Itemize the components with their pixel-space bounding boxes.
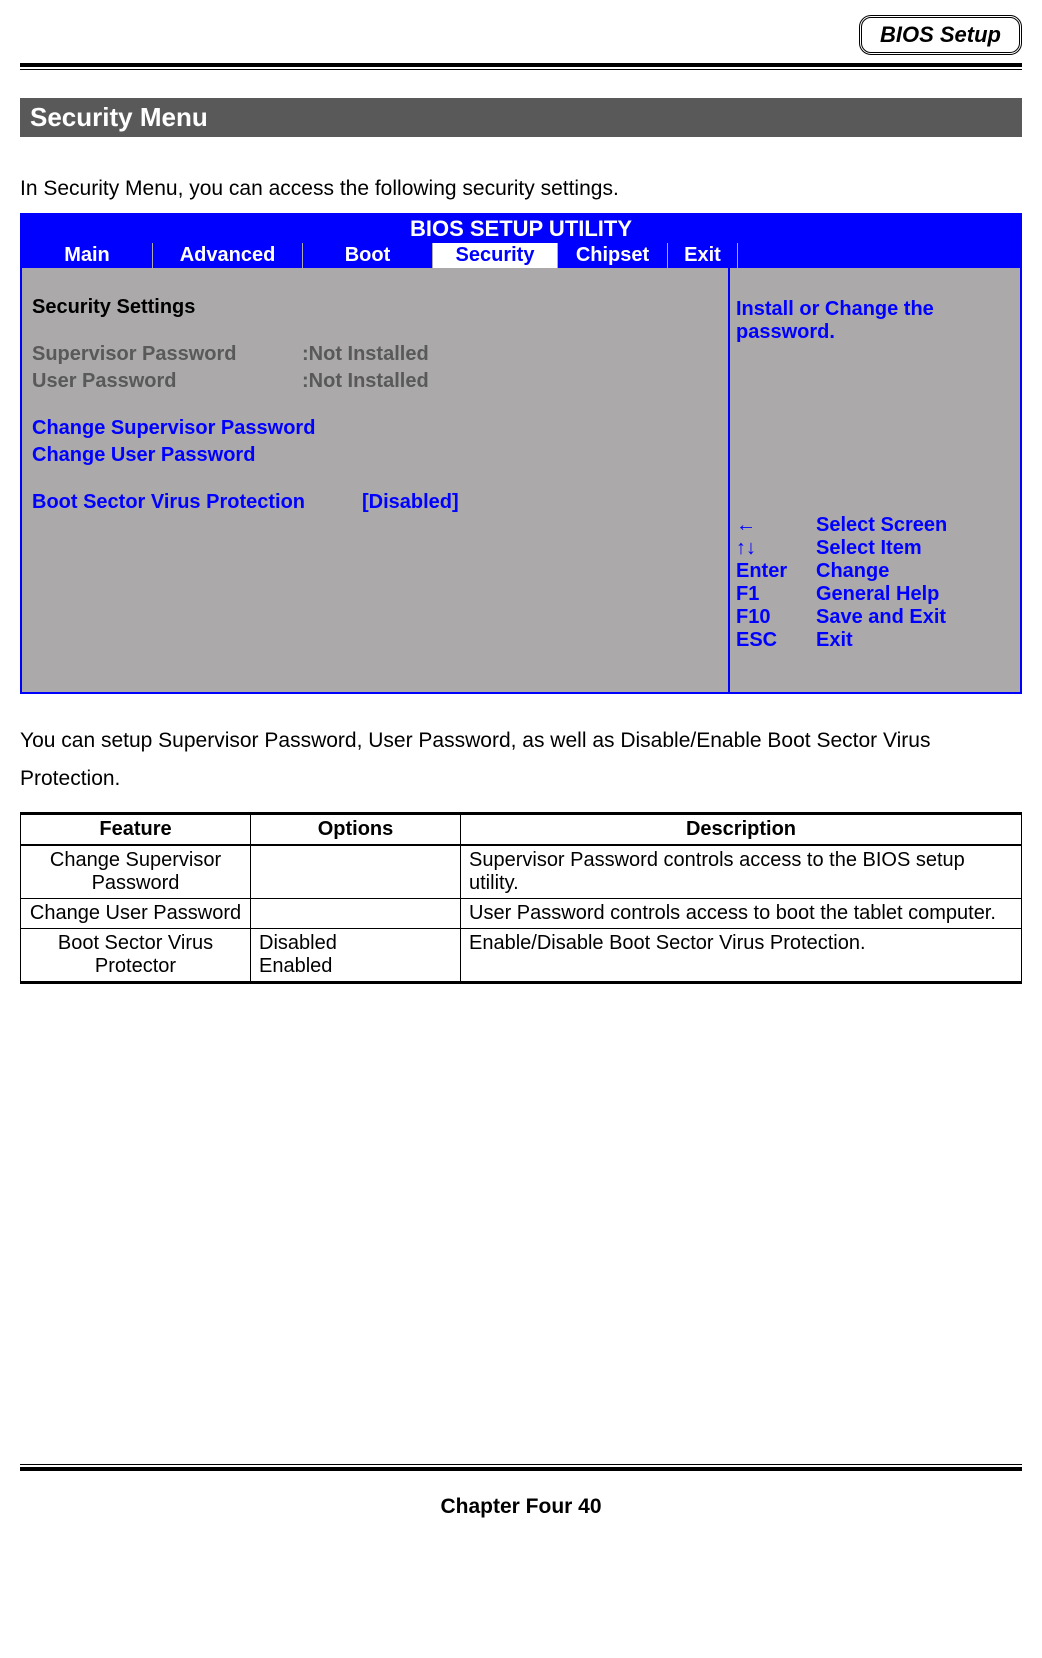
- key-hint-label: Change: [816, 560, 1014, 583]
- options-cell: [251, 898, 461, 928]
- boot-sector-label: Boot Sector Virus Protection: [32, 489, 362, 516]
- key-hint-key: ↑↓: [736, 537, 816, 560]
- bios-left-panel: Security Settings Supervisor Password :N…: [22, 268, 730, 692]
- tab-advanced[interactable]: Advanced: [152, 243, 302, 268]
- top-rule: [20, 63, 1022, 70]
- tab-main[interactable]: Main: [22, 243, 152, 268]
- tab-filler: [737, 243, 1020, 268]
- change-supervisor-password[interactable]: Change Supervisor Password: [32, 415, 718, 442]
- key-hint-key: ←: [736, 514, 816, 537]
- key-hint-label: General Help: [816, 583, 1014, 606]
- bios-title: BIOS SETUP UTILITY: [22, 215, 1020, 243]
- page-footer: Chapter Four 40: [20, 1495, 1022, 1519]
- tab-chipset[interactable]: Chipset: [557, 243, 667, 268]
- table-row: Change Supervisor Password Supervisor Pas…: [21, 845, 1022, 899]
- feature-cell: Change User Password: [21, 898, 251, 928]
- feature-cell: Change Supervisor Password: [21, 845, 251, 899]
- key-hint-label: Save and Exit: [816, 606, 1014, 629]
- key-hint-key: F1: [736, 583, 816, 606]
- key-help-grid: ←Select Screen↑↓Select ItemEnterChangeF1…: [736, 514, 1014, 652]
- boot-sector-value: [Disabled]: [362, 489, 459, 516]
- supervisor-password-row: Supervisor Password :Not Installed: [32, 341, 718, 368]
- key-hint-key: ESC: [736, 629, 816, 652]
- tab-security[interactable]: Security: [432, 243, 557, 268]
- key-hint-key: Enter: [736, 560, 816, 583]
- tab-exit[interactable]: Exit: [667, 243, 737, 268]
- key-hint-key: F10: [736, 606, 816, 629]
- bottom-rule: [20, 1464, 1022, 1471]
- key-hint-label: Select Screen: [816, 514, 1014, 537]
- user-password-row: User Password :Not Installed: [32, 368, 718, 395]
- user-password-label: User Password: [32, 368, 302, 395]
- description-cell: Supervisor Password controls access to t…: [461, 845, 1022, 899]
- table-row: Boot Sector Virus ProtectorDisabledEnabl…: [21, 928, 1022, 982]
- supervisor-password-value: :Not Installed: [302, 341, 429, 368]
- bios-utility-box: BIOS SETUP UTILITY MainAdvancedBootSecur…: [20, 213, 1022, 694]
- bios-tabs: MainAdvancedBootSecurityChipsetExit: [22, 243, 1020, 268]
- bios-right-panel: Install or Change the password. ←Select …: [730, 268, 1020, 692]
- feature-cell: Boot Sector Virus Protector: [21, 928, 251, 982]
- table-header: Description: [461, 813, 1022, 845]
- options-cell: [251, 845, 461, 899]
- section-title: Security Menu: [20, 98, 1022, 137]
- page-header: BIOS Setup: [20, 15, 1022, 55]
- table-header: Feature: [21, 813, 251, 845]
- supervisor-password-label: Supervisor Password: [32, 341, 302, 368]
- table-header: Options: [251, 813, 461, 845]
- tab-boot[interactable]: Boot: [302, 243, 432, 268]
- feature-table: FeatureOptionsDescription Change Supervi…: [20, 812, 1022, 984]
- security-settings-heading: Security Settings: [32, 294, 718, 321]
- options-cell: DisabledEnabled: [251, 928, 461, 982]
- table-header-row: FeatureOptionsDescription: [21, 813, 1022, 845]
- key-hint-label: Select Item: [816, 537, 1014, 560]
- help-text: Install or Change the password.: [736, 298, 1014, 344]
- after-text: You can setup Supervisor Password, User …: [20, 722, 1022, 798]
- key-hint-label: Exit: [816, 629, 1014, 652]
- description-cell: Enable/Disable Boot Sector Virus Protect…: [461, 928, 1022, 982]
- boot-sector-row[interactable]: Boot Sector Virus Protection [Disabled]: [32, 489, 718, 516]
- change-user-password[interactable]: Change User Password: [32, 442, 718, 469]
- description-cell: User Password controls access to boot th…: [461, 898, 1022, 928]
- user-password-value: :Not Installed: [302, 368, 429, 395]
- intro-text: In Security Menu, you can access the fol…: [20, 177, 1022, 201]
- bios-body: Security Settings Supervisor Password :N…: [22, 268, 1020, 692]
- table-row: Change User Password User Password contro…: [21, 898, 1022, 928]
- header-badge: BIOS Setup: [859, 15, 1022, 55]
